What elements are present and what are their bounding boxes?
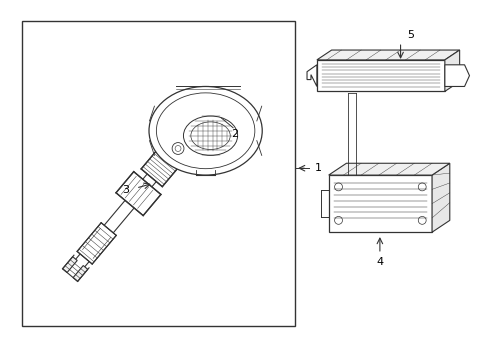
Bar: [317, 60, 445, 91]
Polygon shape: [307, 65, 317, 86]
Polygon shape: [317, 50, 460, 60]
Text: 2: 2: [231, 129, 239, 139]
Text: 3: 3: [122, 185, 129, 195]
Polygon shape: [116, 172, 161, 216]
Ellipse shape: [149, 86, 262, 175]
Polygon shape: [73, 266, 88, 282]
Text: 1: 1: [315, 163, 322, 173]
Polygon shape: [63, 257, 77, 273]
Polygon shape: [189, 100, 221, 129]
Bar: [22, 21, 295, 326]
Circle shape: [172, 143, 184, 154]
Text: 5: 5: [407, 30, 414, 40]
Polygon shape: [77, 223, 116, 264]
Polygon shape: [329, 163, 450, 175]
Text: 4: 4: [376, 257, 384, 267]
Polygon shape: [445, 65, 469, 86]
Polygon shape: [432, 163, 450, 232]
Ellipse shape: [183, 116, 238, 156]
Bar: [329, 175, 432, 232]
Polygon shape: [165, 105, 218, 157]
Polygon shape: [445, 50, 460, 91]
Polygon shape: [141, 151, 177, 186]
